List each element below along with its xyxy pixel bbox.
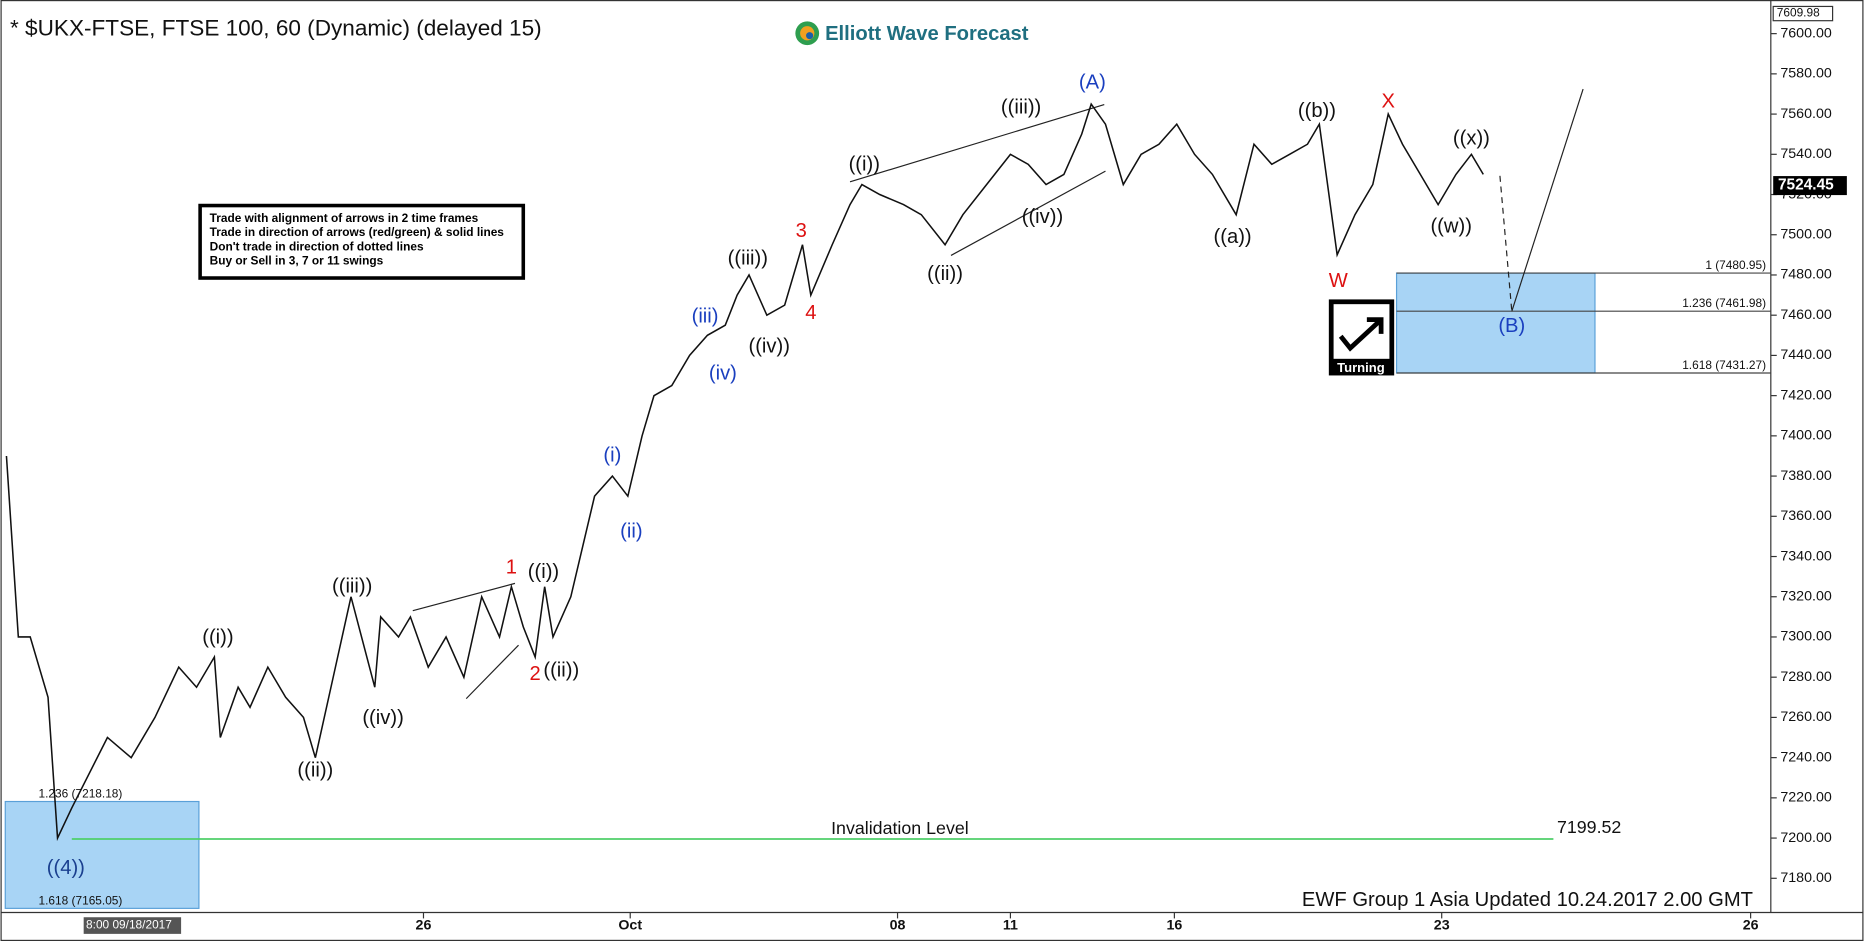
wave-label: ((w)) [1430,215,1471,237]
wave-label: ((ii)) [543,660,579,682]
price-label: 7524.45 [1778,177,1834,194]
fib-label: 1 (7480.95) [1705,258,1766,272]
y-tick-label: 7220.00 [1780,790,1832,806]
fib-zone [4,800,200,909]
wave-label: ((iv)) [362,707,403,729]
wave-label: 1 [506,556,517,578]
wave-label: (i) [603,445,621,467]
wave-label: (A) [1079,71,1106,93]
y-tick-label: 7540.00 [1780,146,1832,162]
y-tick-label: 7180.00 [1780,870,1832,886]
wave-label: ((x)) [1453,127,1490,149]
info-line: Trade in direction of arrows (red/green)… [210,225,505,239]
wave-label: ((iii)) [332,575,372,597]
x-tick-label: 26 [1743,917,1759,933]
y-tick-label: 7400.00 [1780,428,1832,444]
invalidation-label: Invalidation Level [831,818,969,838]
price-line [5,102,1484,842]
x-tick-label: 23 [1434,917,1450,933]
y-tick-label: 7500.00 [1780,227,1832,243]
x-tick-label: 11 [1003,917,1018,933]
wave-label: ((i)) [528,561,559,583]
start-box [83,917,182,934]
fib-label: 1.236 (7218.18) [39,787,123,801]
wave-label: ((b)) [1298,100,1336,122]
icon-label: Turning [1337,360,1385,375]
wave-label: ((iii)) [1001,96,1041,118]
start-label: 8:00 09/18/2017 [86,918,172,932]
y-tick-label: 7560.00 [1780,106,1832,122]
y-tick-label: 7480.00 [1780,267,1832,283]
y-tick-label: 7600.00 [1780,25,1832,41]
wave-label: ((i)) [202,626,233,648]
wave-label: ((iii)) [728,247,768,269]
y-tick-label: 7280.00 [1780,669,1832,685]
high-tag [1772,5,1834,22]
wave-label: ((i)) [849,153,880,175]
fib-label: 1.618 (7431.27) [1682,358,1766,372]
high-label: 7609.98 [1777,6,1820,20]
wave-label: ((ii)) [927,263,963,285]
y-tick-label: 7360.00 [1780,508,1832,524]
brand: Elliott Wave Forecast [825,23,1029,45]
y-tick-label: 7440.00 [1780,347,1832,363]
footer: EWF Group 1 Asia Updated 10.24.2017 2.00… [1302,889,1753,911]
info-line: Trade with alignment of arrows in 2 time… [210,211,479,225]
x-tick-label: 26 [416,917,432,933]
y-tick-label: 7300.00 [1780,629,1832,645]
fib-label: 1.236 (7461.98) [1682,296,1766,310]
invalidation-value: 7199.52 [1557,817,1621,837]
y-tick-label: 7380.00 [1780,468,1832,484]
wave-label: (B) [1498,315,1525,337]
wave-label: X [1382,91,1396,113]
fib-label: 1.618 (7165.05) [39,893,123,907]
trendlines [412,88,1584,700]
y-tick-label: 7240.00 [1780,749,1832,765]
x-tick-label: 16 [1166,917,1182,933]
wave-label: (iii) [692,306,719,328]
wave-label: 3 [796,220,807,242]
wave-label: ((iv)) [748,335,789,357]
wave-label: ((ii)) [297,759,333,781]
wave-label: ((4)) [47,857,85,879]
y-tick-label: 7460.00 [1780,307,1832,323]
chart-title: * $UKX-FTSE, FTSE 100, 60 (Dynamic) (del… [10,16,542,41]
fib-zone [1395,272,1596,374]
wave-label: 2 [530,663,541,685]
logo: Elliott Wave Forecast [795,21,1029,46]
info-line: Buy or Sell in 3, 7 or 11 swings [210,254,384,268]
y-tick-label: 7340.00 [1780,548,1832,564]
wave-label: 4 [805,302,816,324]
price-tag [1773,176,1847,196]
x-tick-label: Oct [618,917,642,933]
y-tick-label: 7200.00 [1780,830,1832,846]
x-tick-label: 08 [890,917,906,933]
y-tick-label: 7420.00 [1780,387,1832,403]
wave-label: ((a)) [1214,226,1252,248]
y-tick-label: 7320.00 [1780,589,1832,605]
wave-label: ((iv)) [1022,206,1063,228]
info-line: Don't trade in direction of dotted lines [210,239,424,253]
y-tick-label: 7580.00 [1780,66,1832,82]
wave-label: W [1329,270,1348,292]
info-box: Trade with alignment of arrows in 2 time… [198,203,526,280]
turning-icon: Turning [1328,299,1395,376]
y-tick-label: 7260.00 [1780,709,1832,725]
wave-label: (ii) [620,521,642,543]
wave-label: (iv) [709,363,737,385]
